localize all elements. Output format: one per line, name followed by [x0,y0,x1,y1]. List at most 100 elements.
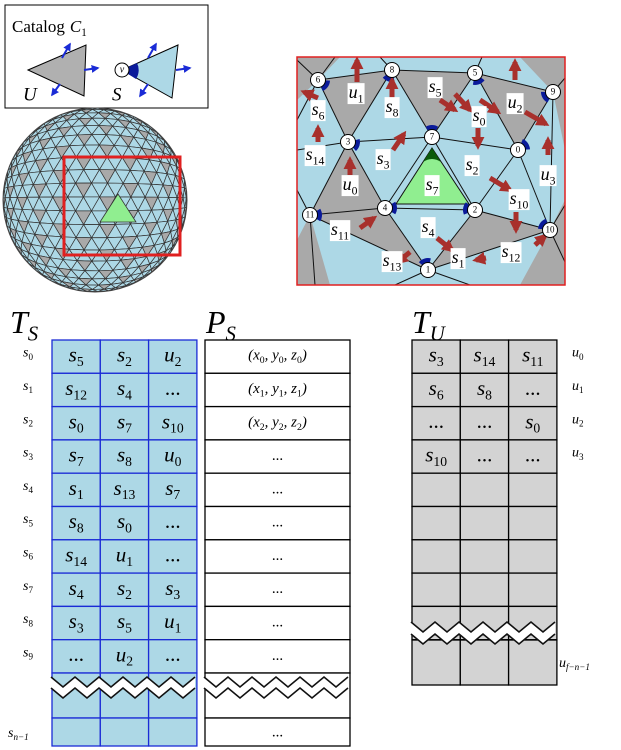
mesh-edge [384,207,476,211]
cell-text: s5 [69,342,84,369]
text-part: s [306,144,313,164]
table-cell [147,405,198,441]
table-title: TS [10,304,39,345]
node-label: 6 [316,75,321,85]
text-part: u [572,346,579,361]
subscript: 5 [28,518,33,528]
mesh-face [318,70,392,142]
text-part: s [474,342,482,366]
node [384,62,400,78]
label-background [375,149,391,171]
subscript: 3 [28,452,33,462]
vertex-wedge [122,63,139,79]
mesh-edge [309,207,386,216]
subscript: 9 [28,652,33,662]
text-part: s [429,342,437,366]
label-text: u0 [343,174,358,197]
table-cell [507,639,558,686]
label-background [427,77,443,99]
arrow [358,215,378,231]
text-part: s [23,579,29,594]
subscript: 0 [579,352,584,362]
table-cell [51,639,101,674]
cell-text: s7 [117,409,132,436]
table-cell [507,572,558,608]
subscript: 11 [338,229,349,242]
text-part: (x [248,415,260,431]
node-label: 3 [346,137,351,147]
subscript: 7 [125,421,132,436]
subscript: 8 [125,454,132,469]
arrow [478,97,502,115]
cell-text: s2 [117,576,132,603]
text-part: u [559,656,566,671]
subscript: n−1 [13,732,28,742]
mesh-label: s6 [310,99,326,122]
row-label: s8 [23,612,33,628]
cell-text: s3 [165,576,180,603]
table-cell [411,639,461,686]
mesh-edge [347,69,393,143]
mesh-label: u0 [341,174,359,197]
cell-text: s14 [65,542,87,569]
cell-text: s6 [429,376,444,403]
mesh-label: s7 [424,174,440,197]
node-label: 10 [546,225,556,235]
cell-text: s7 [165,476,180,503]
text-part: s [23,379,29,394]
mesh-label: u2 [506,92,524,115]
mesh-label: s11 [329,219,351,242]
table-cell [147,339,198,374]
cell-text: ... [525,376,541,400]
subscript: 4 [429,226,435,239]
table-cell [411,439,461,474]
node [542,222,558,238]
subscript: 11 [530,354,543,369]
mesh-label: s2 [464,154,480,177]
text-part: s [162,409,170,433]
arrow [488,175,514,193]
subscript: 3 [384,158,390,171]
text-part: s [386,96,393,116]
table-cell [51,717,101,747]
subscript: 13 [390,260,402,273]
text-part: u [343,174,352,194]
node [302,207,318,223]
label-text: s0 [473,105,486,128]
mesh-edge [391,69,433,138]
subscript: 8 [77,521,84,536]
text-part: s [69,576,77,600]
label-background [424,175,440,197]
subscript: 5 [436,86,442,99]
label-background [500,242,522,264]
text-part: , z [284,348,298,364]
break-line [203,675,349,689]
subscript: 2 [260,422,265,433]
cell-text: s4 [69,576,84,603]
table-cell [459,472,510,508]
table-title: PS [205,304,237,345]
subscript: 14 [313,154,325,167]
arrow [435,236,456,253]
table-cell [99,605,150,641]
arrow [472,251,487,265]
node-label: 4 [383,203,388,213]
text-part: , z [284,415,298,431]
table-cell [99,539,150,574]
mesh-face [520,57,565,150]
text-part: , y [265,348,280,364]
node-label: 0 [516,145,521,155]
text-part: s [473,105,480,125]
mesh-label: u3 [539,164,557,187]
text-part: s [429,76,436,96]
subscript: 2 [175,354,182,369]
cell-text: s8 [69,509,84,536]
text-part: , y [265,415,280,431]
mesh-face [520,200,565,285]
cell-text: ... [272,614,283,630]
text-part: u [164,442,175,466]
tile-u-label: U [23,84,38,105]
subscript: 1 [459,257,465,270]
row-label: s4 [23,479,33,495]
